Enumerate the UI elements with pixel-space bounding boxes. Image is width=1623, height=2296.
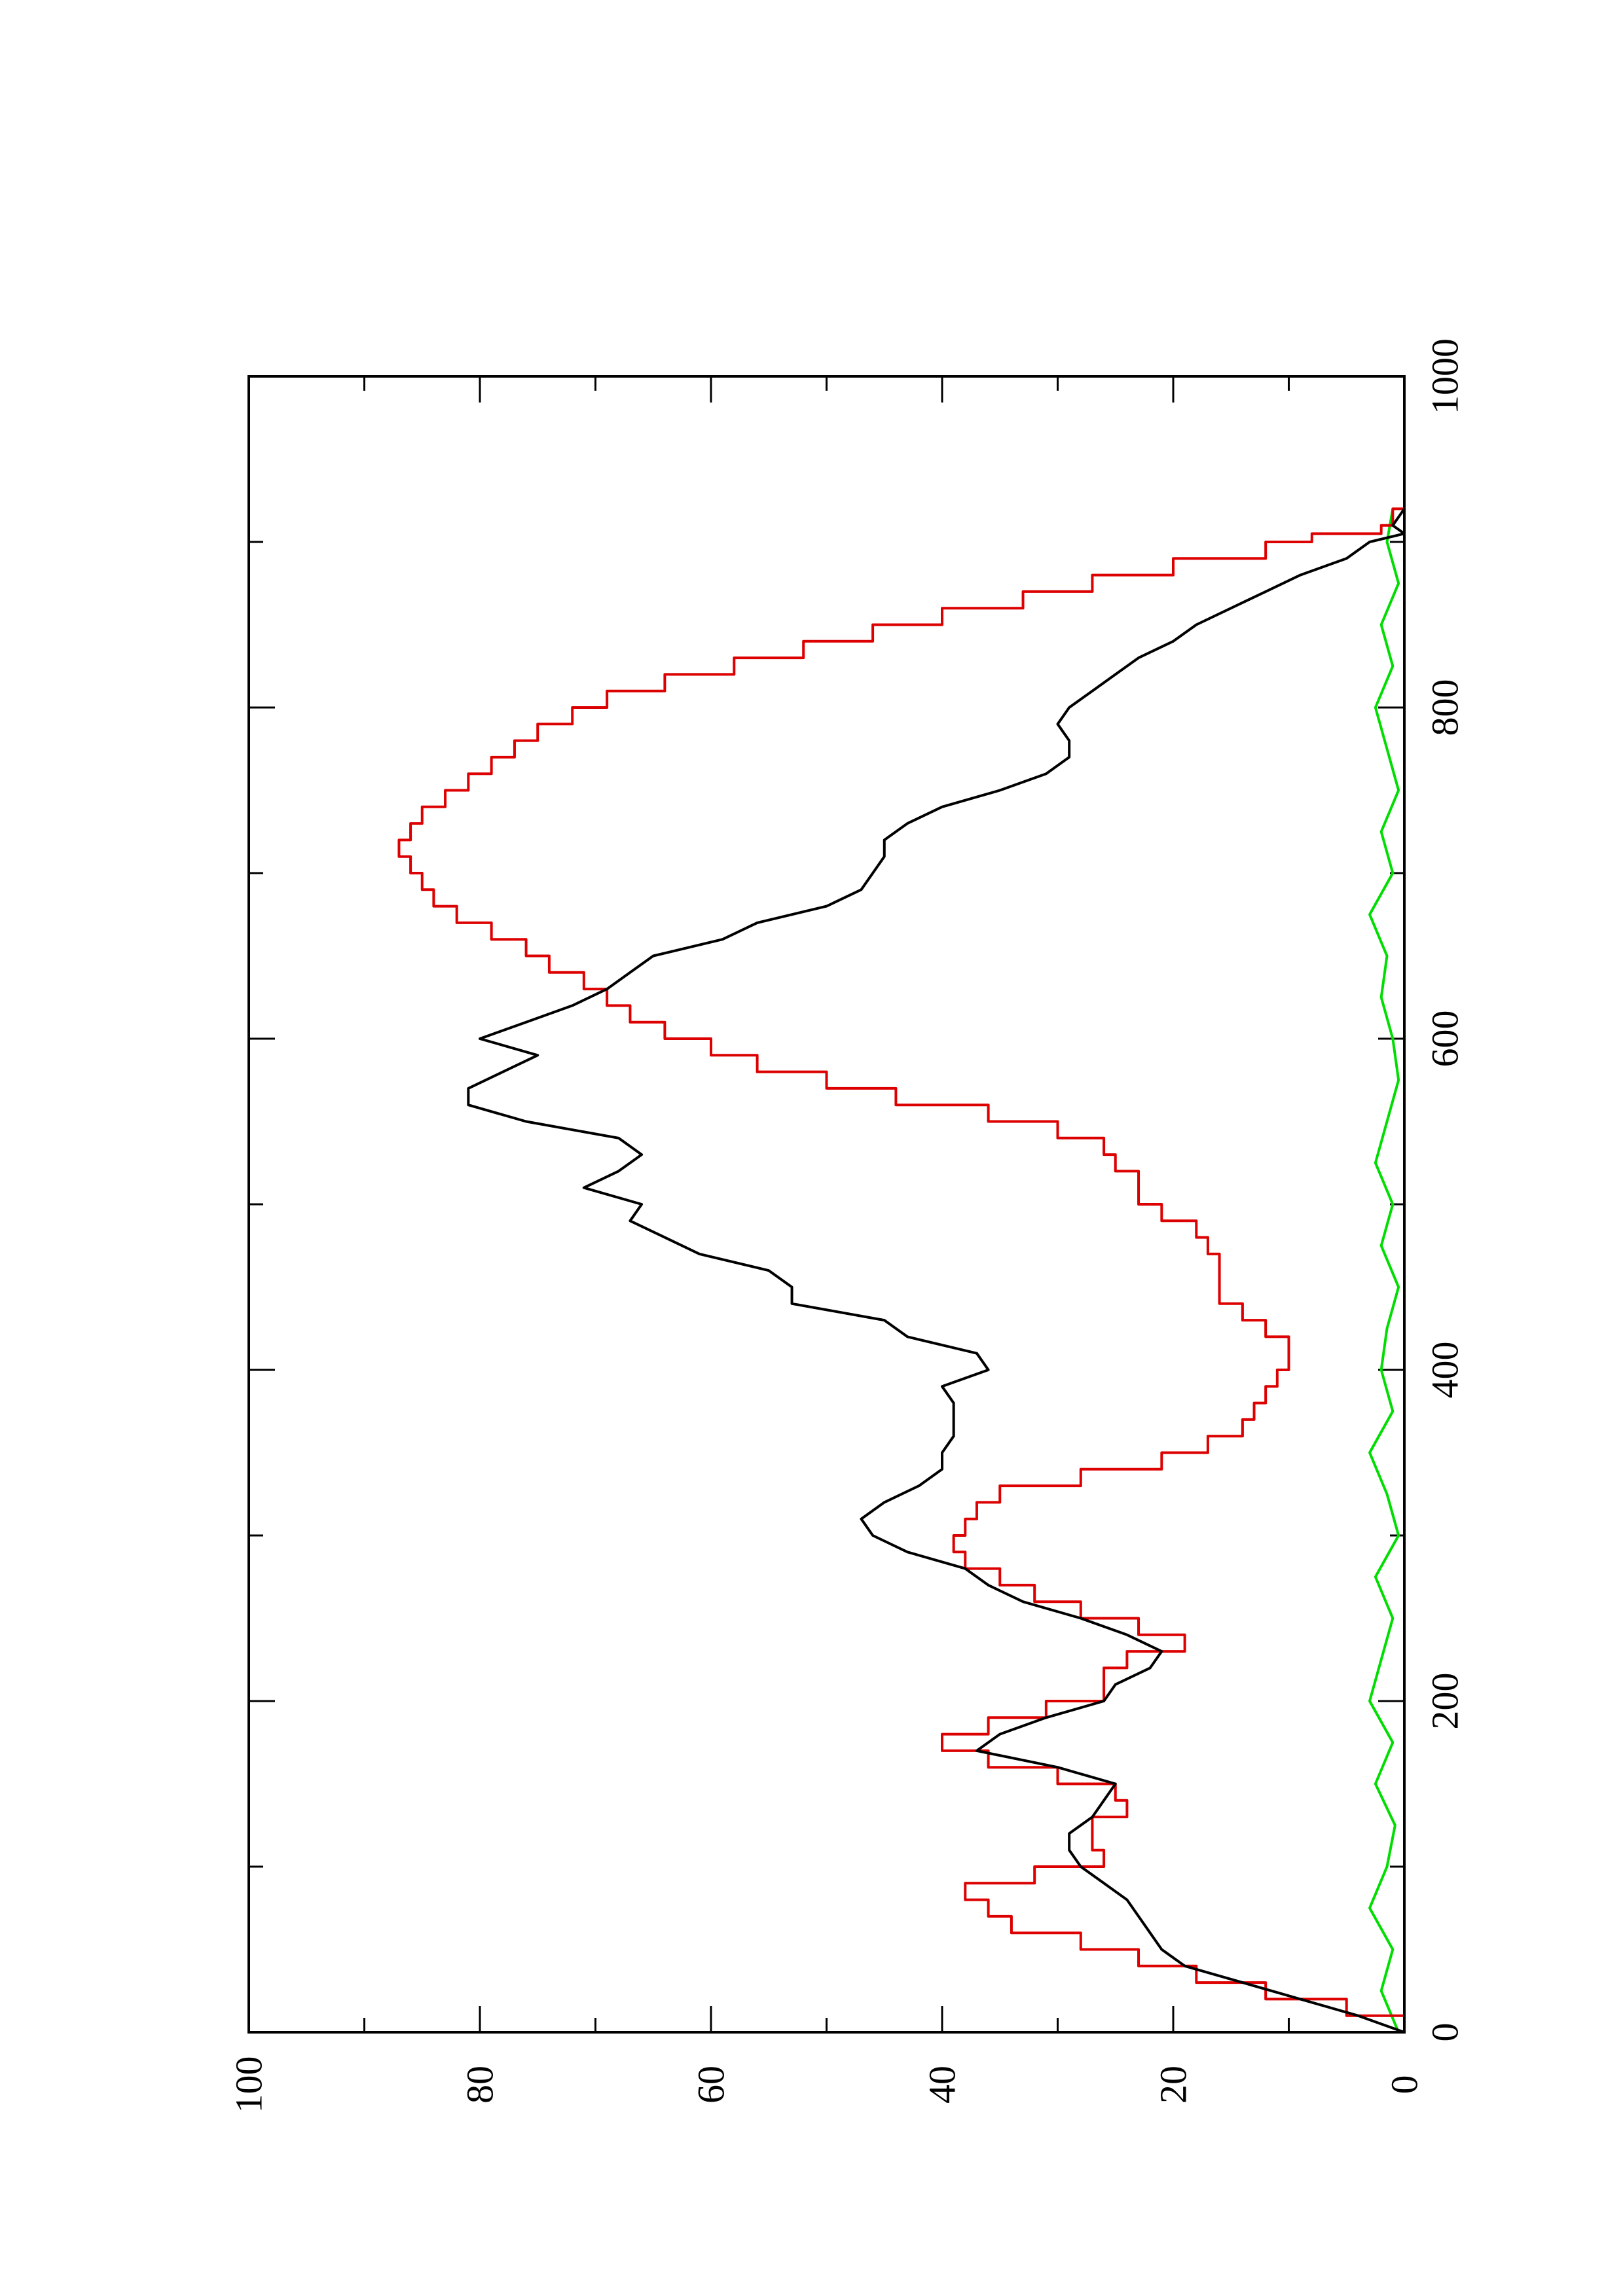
x-tick-label: 0 xyxy=(1424,2023,1467,2042)
y-tick-label: 100 xyxy=(228,2056,270,2113)
y-tick-label: 0 xyxy=(1383,2075,1426,2094)
y-tick-label: 60 xyxy=(690,2066,733,2104)
x-tick-label: 400 xyxy=(1424,1342,1467,1399)
y-tick-label: 80 xyxy=(459,2066,501,2104)
series-line-0 xyxy=(467,508,1406,2034)
series-line-2 xyxy=(1368,509,1400,2033)
plot-layer: 0 200 400 600 800 1000 0 20 40 60 80 100 xyxy=(228,338,1467,2113)
x-tick-label: 200 xyxy=(1424,1673,1467,1730)
x-tick-label: 800 xyxy=(1424,679,1467,736)
x-tick-label: 1000 xyxy=(1424,338,1467,414)
plot-frame xyxy=(247,375,1406,2034)
y-tick-label: 20 xyxy=(1152,2066,1195,2104)
y-tick-label: 40 xyxy=(921,2066,964,2104)
x-tick-label: 600 xyxy=(1424,1011,1467,1067)
